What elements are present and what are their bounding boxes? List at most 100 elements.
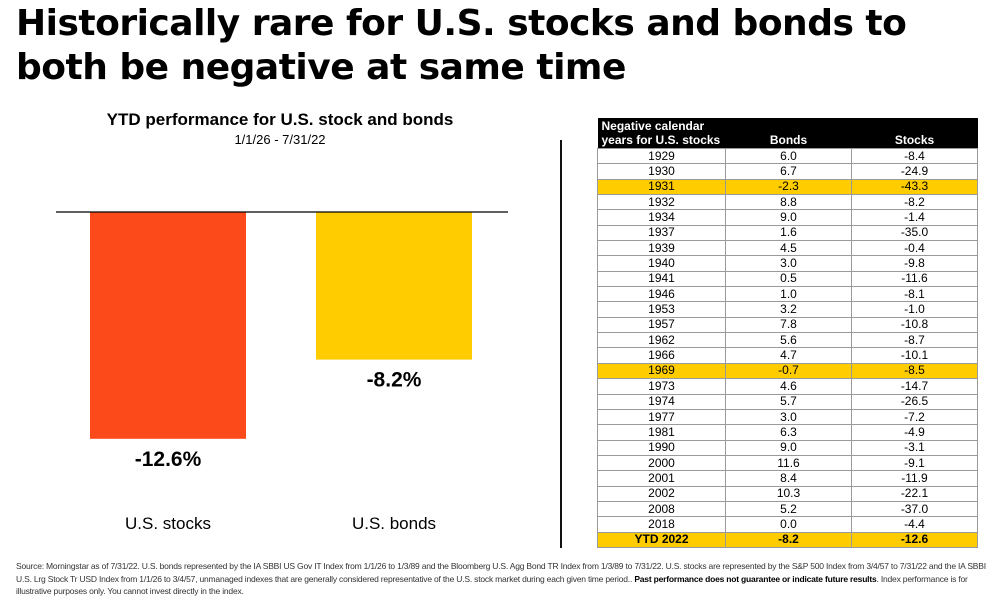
table-row: 2008 5.2 -37.0: [597, 500, 978, 518]
cell-year: 1931: [597, 178, 726, 196]
chart-subtitle: 1/1/26 - 7/31/22: [234, 132, 326, 147]
cell-year: 1990: [597, 439, 726, 456]
cell-year: 2002: [597, 485, 726, 502]
cell-stocks: -0.4: [851, 240, 978, 257]
cell-stocks: -3.1: [851, 439, 978, 456]
data-label: -12.6%: [135, 448, 202, 471]
table-row: 1981 6.3 -4.9: [597, 424, 978, 441]
table-row: 1939 4.5 -0.4: [597, 240, 978, 257]
cell-stocks: -4.4: [851, 516, 978, 533]
cell-bonds: 8.8: [725, 194, 852, 211]
source-text: Source: Morningstar as of 7/31/22. U.S. …: [16, 561, 986, 584]
cell-bonds: -8.2: [725, 531, 852, 548]
cell-bonds: 5.6: [725, 332, 852, 349]
table-row-total: YTD 2022 -8.2 -12.6: [597, 531, 978, 548]
cell-year: 1962: [597, 332, 726, 349]
cell-stocks: -11.9: [851, 470, 978, 487]
table-row: 1977 3.0 -7.2: [597, 408, 978, 426]
cell-stocks: -10.1: [851, 347, 978, 364]
data-label: -8.2%: [367, 369, 422, 392]
cell-bonds: 5.2: [725, 500, 852, 518]
cell-year: 1974: [597, 393, 726, 410]
cell-year: 2001: [597, 470, 726, 487]
table-row: 2000 11.6 -9.1: [597, 454, 978, 472]
cell-bonds: 3.0: [725, 408, 852, 426]
header-stocks: Stocks: [851, 118, 978, 149]
cell-bonds: 4.6: [725, 378, 852, 395]
table-row: 1966 4.7 -10.1: [597, 347, 978, 364]
cell-bonds: 5.7: [725, 393, 852, 410]
cell-stocks: -26.5: [851, 393, 978, 410]
cell-bonds: 8.4: [725, 470, 852, 487]
table-row: 1953 3.2 -1.0: [597, 301, 978, 318]
cell-year: 1930: [597, 163, 726, 180]
cell-year: 1929: [597, 147, 726, 165]
cell-stocks: -9.1: [851, 454, 978, 472]
table-row: 1969 -0.7 -8.5: [597, 362, 978, 380]
cell-stocks: -7.2: [851, 408, 978, 426]
cell-bonds: 0.5: [725, 270, 852, 288]
cell-bonds: -2.3: [725, 178, 852, 196]
cell-year: 1966: [597, 347, 726, 364]
table-row: 1931 -2.3 -43.3: [597, 178, 978, 196]
cell-year: 1934: [597, 209, 726, 226]
page-title: Historically rare for U.S. stocks and bo…: [16, 3, 907, 88]
table-row: 1946 1.0 -8.1: [597, 286, 978, 303]
table-row: 1962 5.6 -8.7: [597, 332, 978, 349]
cell-bonds: 1.0: [725, 286, 852, 303]
cell-stocks: -24.9: [851, 163, 978, 180]
table-row: 1990 9.0 -3.1: [597, 439, 978, 456]
header-bonds: Bonds: [725, 118, 852, 149]
table-row: 1973 4.6 -14.7: [597, 378, 978, 395]
cell-stocks: -12.6: [851, 531, 978, 548]
cell-bonds: 6.7: [725, 163, 852, 180]
source-tail: . Index performance is for illustrative …: [16, 573, 968, 597]
cell-stocks: -9.8: [851, 255, 978, 272]
cell-year: YTD 2022: [597, 531, 726, 548]
cell-year: 1937: [597, 224, 726, 242]
cell-bonds: 3.0: [725, 255, 852, 272]
cell-year: 1953: [597, 301, 726, 318]
cell-stocks: -8.4: [851, 147, 978, 165]
cell-stocks: -10.8: [851, 316, 978, 334]
cell-bonds: 9.0: [725, 439, 852, 456]
cell-bonds: 1.6: [725, 224, 852, 242]
table-row: 1930 6.7 -24.9: [597, 163, 978, 180]
disclaimer-bold: Past performance does not guarantee or i…: [634, 573, 877, 584]
cell-year: 2008: [597, 500, 726, 518]
cell-bonds: 10.3: [725, 485, 852, 502]
cell-stocks: -11.6: [851, 270, 978, 288]
category-label: U.S. bonds: [352, 514, 436, 533]
source-footnote: Source: Morningstar as of 7/31/22. U.S. …: [16, 560, 988, 598]
table-row: 1941 0.5 -11.6: [597, 270, 978, 288]
cell-year: 1957: [597, 316, 726, 334]
table-header-row: Negative calendar years for U.S. stocks …: [597, 118, 978, 149]
cell-stocks: -1.4: [851, 209, 978, 226]
cell-stocks: -22.1: [851, 485, 978, 502]
cell-stocks: -43.3: [851, 178, 978, 196]
cell-year: 2000: [597, 454, 726, 472]
cell-year: 1940: [597, 255, 726, 272]
category-label: U.S. stocks: [125, 514, 211, 533]
table-row: 2018 0.0 -4.4: [597, 516, 978, 533]
cell-bonds: 11.6: [725, 454, 852, 472]
bar-u-s-bonds: [316, 212, 472, 360]
cell-stocks: -8.2: [851, 194, 978, 211]
cell-bonds: 7.8: [725, 316, 852, 334]
table-row: 1934 9.0 -1.4: [597, 209, 978, 226]
cell-year: 1946: [597, 286, 726, 303]
cell-bonds: -0.7: [725, 362, 852, 380]
cell-stocks: -4.9: [851, 424, 978, 441]
cell-year: 2018: [597, 516, 726, 533]
table-row: 1929 6.0 -8.4: [597, 147, 978, 165]
table-row: 1940 3.0 -9.8: [597, 255, 978, 272]
cell-stocks: -8.1: [851, 286, 978, 303]
negative-years-table: Negative calendar years for U.S. stocks …: [597, 118, 978, 548]
table-row: 1932 8.8 -8.2: [597, 194, 978, 211]
cell-bonds: 6.3: [725, 424, 852, 441]
cell-stocks: -8.7: [851, 332, 978, 349]
bar-u-s-stocks: [90, 212, 246, 439]
cell-stocks: -35.0: [851, 224, 978, 242]
header-years: Negative calendar years for U.S. stocks: [597, 118, 726, 149]
cell-year: 1939: [597, 240, 726, 257]
